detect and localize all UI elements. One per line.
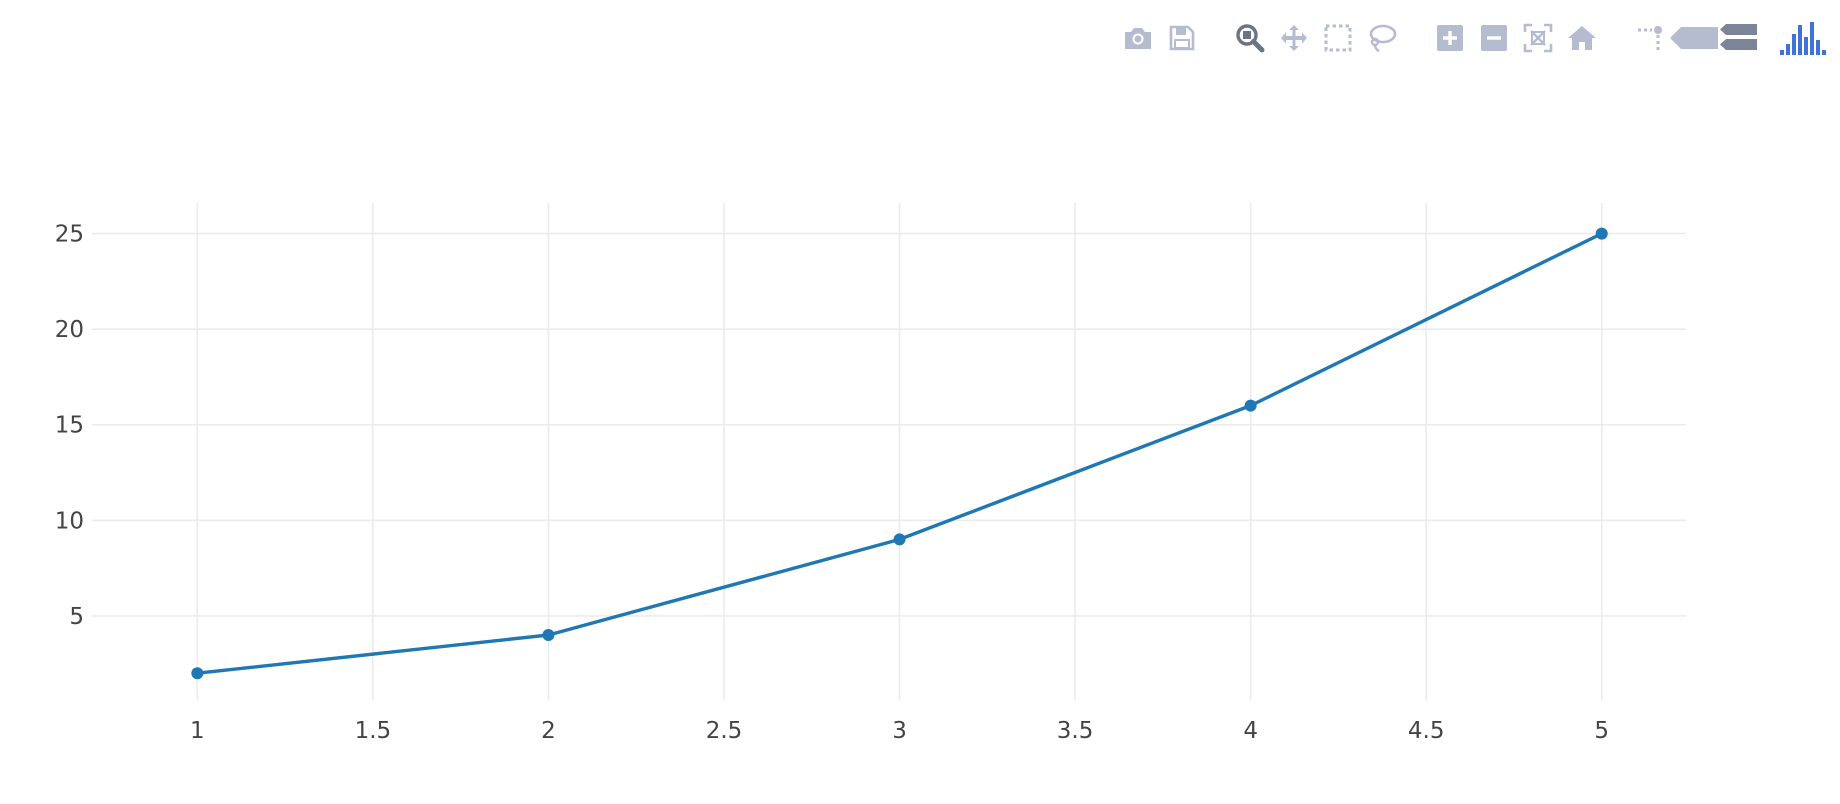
autoscale-button[interactable] [1516,18,1560,58]
zoom-out-button[interactable] [1472,18,1516,58]
hover-closest-icon [1670,25,1718,51]
x-tick-label: 1.5 [355,718,392,744]
hover-closest-button[interactable] [1670,18,1718,58]
pan-button[interactable] [1272,18,1316,58]
x-tick-label: 4.5 [1408,718,1445,744]
toggle-spike-lines-icon [1635,23,1665,53]
x-tick-label: 3 [892,718,907,744]
save-button[interactable] [1160,18,1204,58]
data-point[interactable] [542,629,555,642]
grid [92,203,1686,700]
series-layer [191,227,1608,680]
toggle-spike-lines-button[interactable] [1628,18,1672,58]
plotly-logo-button[interactable] [1780,18,1828,58]
reset-axes-button[interactable] [1560,18,1604,58]
y-tick-label: 25 [55,222,84,248]
lasso-select-button[interactable] [1360,18,1404,58]
modebar [1092,18,1828,58]
data-point[interactable] [191,667,204,680]
data-point[interactable] [1595,227,1608,240]
x-tick-label: 1 [190,718,205,744]
x-axis: 1 1.5 2 2.5 3 3.5 4 4.5 5 [190,718,1609,744]
y-axis: 5 10 15 20 25 [55,222,84,630]
modebar-group [1780,18,1828,58]
modebar-group [1628,18,1760,58]
box-select-button[interactable] [1316,18,1360,58]
zoom-out-icon [1480,24,1508,52]
box-select-icon [1323,23,1353,53]
plotly-logo-icon [1780,21,1832,55]
zoom-in-icon [1436,24,1464,52]
y-tick-label: 20 [55,317,84,343]
lasso-select-icon [1366,23,1398,53]
data-point[interactable] [1244,399,1257,412]
x-tick-label: 5 [1594,718,1609,744]
modebar-group [1228,18,1404,58]
hover-compare-button[interactable] [1716,18,1760,58]
reset-axes-icon [1567,24,1597,52]
x-tick-label: 2.5 [706,718,743,744]
zoom-icon [1235,23,1265,53]
y-tick-label: 5 [69,604,84,630]
x-tick-label: 2 [541,718,556,744]
save-icon [1168,24,1196,52]
x-tick-label: 4 [1243,718,1258,744]
modebar-group [1428,18,1604,58]
camera-button[interactable] [1116,18,1160,58]
modebar-group [1116,18,1204,58]
data-point[interactable] [893,533,906,546]
autoscale-icon [1523,23,1553,53]
pan-icon [1279,23,1309,53]
y-tick-label: 15 [55,413,84,439]
x-tick-label: 3.5 [1057,718,1094,744]
hover-compare-icon [1719,23,1757,53]
y-tick-label: 10 [55,508,84,534]
camera-icon [1122,24,1154,52]
zoom-in-button[interactable] [1428,18,1472,58]
zoom-button[interactable] [1228,18,1272,58]
